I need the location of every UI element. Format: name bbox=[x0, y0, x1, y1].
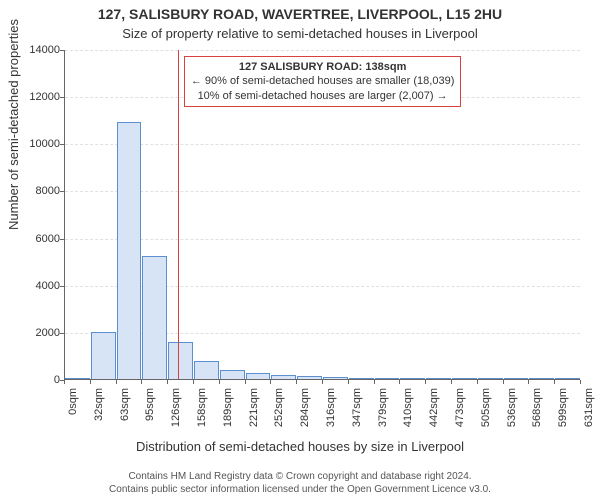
histogram-bar bbox=[142, 256, 167, 379]
annotation-box: 127 SALISBURY ROAD: 138sqm← 90% of semi-… bbox=[184, 56, 462, 107]
x-tick-label: 284sqm bbox=[299, 388, 311, 427]
y-tick-label: 8000 bbox=[10, 185, 60, 197]
x-tick-mark bbox=[451, 380, 452, 384]
x-tick-mark bbox=[322, 380, 323, 384]
x-tick-label: 505sqm bbox=[480, 388, 492, 427]
y-tick-mark bbox=[60, 239, 64, 240]
x-axis-label: Distribution of semi-detached houses by … bbox=[0, 439, 600, 454]
histogram-bar bbox=[478, 378, 503, 379]
x-tick-mark bbox=[580, 380, 581, 384]
footer-line-1: Contains HM Land Registry data © Crown c… bbox=[128, 471, 471, 482]
histogram-bar bbox=[297, 376, 322, 379]
x-tick-label: 379sqm bbox=[377, 388, 389, 427]
y-tick-label: 10000 bbox=[10, 138, 60, 150]
x-tick-mark bbox=[90, 380, 91, 384]
footer-line-2: Contains public sector information licen… bbox=[109, 484, 491, 495]
histogram-bar bbox=[452, 378, 477, 379]
histogram-bar bbox=[349, 378, 374, 379]
x-tick-label: 473sqm bbox=[454, 388, 466, 427]
histogram-bar bbox=[220, 370, 245, 379]
histogram-bar bbox=[117, 122, 142, 379]
page-title: 127, SALISBURY ROAD, WAVERTREE, LIVERPOO… bbox=[0, 6, 600, 22]
gridline bbox=[65, 239, 580, 240]
y-tick-mark bbox=[60, 97, 64, 98]
x-tick-mark bbox=[554, 380, 555, 384]
x-tick-label: 599sqm bbox=[557, 388, 569, 427]
histogram-bar bbox=[504, 378, 529, 379]
x-tick-label: 316sqm bbox=[325, 388, 337, 427]
x-tick-label: 0sqm bbox=[67, 388, 79, 415]
x-tick-label: 536sqm bbox=[506, 388, 518, 427]
annotation-line: 127 SALISBURY ROAD: 138sqm bbox=[191, 60, 455, 74]
gridline bbox=[65, 50, 580, 51]
y-tick-mark bbox=[60, 286, 64, 287]
y-tick-label: 14000 bbox=[10, 44, 60, 56]
y-tick-mark bbox=[60, 333, 64, 334]
histogram-bar bbox=[400, 378, 425, 379]
y-tick-mark bbox=[60, 144, 64, 145]
histogram-bar bbox=[529, 378, 554, 379]
y-tick-mark bbox=[60, 50, 64, 51]
histogram-bar bbox=[375, 378, 400, 379]
x-tick-label: 568sqm bbox=[531, 388, 543, 427]
y-tick-label: 12000 bbox=[10, 91, 60, 103]
y-tick-label: 6000 bbox=[10, 233, 60, 245]
histogram-bar bbox=[555, 378, 580, 379]
page-subtitle: Size of property relative to semi-detach… bbox=[0, 26, 600, 41]
x-tick-mark bbox=[193, 380, 194, 384]
x-tick-label: 221sqm bbox=[248, 388, 260, 427]
x-tick-mark bbox=[425, 380, 426, 384]
annotation-line: ← 90% of semi-detached houses are smalle… bbox=[191, 74, 455, 88]
histogram-bar bbox=[91, 332, 116, 379]
y-tick-label: 4000 bbox=[10, 280, 60, 292]
y-tick-mark bbox=[60, 191, 64, 192]
y-tick-label: 0 bbox=[10, 374, 60, 386]
histogram-bar bbox=[194, 361, 219, 379]
histogram-bar bbox=[65, 378, 90, 379]
x-tick-label: 126sqm bbox=[170, 388, 182, 427]
annotation-line: 10% of semi-detached houses are larger (… bbox=[191, 89, 455, 103]
chart-container: 127, SALISBURY ROAD, WAVERTREE, LIVERPOO… bbox=[0, 0, 600, 500]
x-tick-mark bbox=[167, 380, 168, 384]
footer-attribution: Contains HM Land Registry data © Crown c… bbox=[0, 471, 600, 496]
x-tick-mark bbox=[116, 380, 117, 384]
histogram-bar bbox=[323, 377, 348, 379]
gridline bbox=[65, 144, 580, 145]
y-tick-label: 2000 bbox=[10, 327, 60, 339]
x-tick-label: 252sqm bbox=[273, 388, 285, 427]
x-tick-mark bbox=[296, 380, 297, 384]
x-tick-mark bbox=[64, 380, 65, 384]
x-tick-mark bbox=[270, 380, 271, 384]
plot-area: 127 SALISBURY ROAD: 138sqm← 90% of semi-… bbox=[64, 50, 580, 380]
x-tick-label: 95sqm bbox=[144, 388, 156, 421]
x-tick-mark bbox=[141, 380, 142, 384]
x-tick-label: 32sqm bbox=[93, 388, 105, 421]
histogram-bar bbox=[426, 378, 451, 379]
x-tick-mark bbox=[528, 380, 529, 384]
x-tick-label: 347sqm bbox=[351, 388, 363, 427]
histogram-bar bbox=[271, 375, 296, 379]
histogram-bar bbox=[168, 342, 193, 379]
x-tick-label: 410sqm bbox=[402, 388, 414, 427]
x-tick-label: 189sqm bbox=[222, 388, 234, 427]
subject-property-marker bbox=[178, 50, 179, 379]
x-tick-mark bbox=[348, 380, 349, 384]
x-tick-mark bbox=[477, 380, 478, 384]
x-tick-label: 442sqm bbox=[428, 388, 440, 427]
x-tick-mark bbox=[399, 380, 400, 384]
histogram-bar bbox=[246, 373, 271, 379]
x-tick-label: 158sqm bbox=[196, 388, 208, 427]
gridline bbox=[65, 191, 580, 192]
x-tick-mark bbox=[503, 380, 504, 384]
x-tick-mark bbox=[219, 380, 220, 384]
x-tick-label: 63sqm bbox=[119, 388, 131, 421]
x-tick-label: 631sqm bbox=[583, 388, 595, 427]
x-tick-mark bbox=[245, 380, 246, 384]
x-tick-mark bbox=[374, 380, 375, 384]
